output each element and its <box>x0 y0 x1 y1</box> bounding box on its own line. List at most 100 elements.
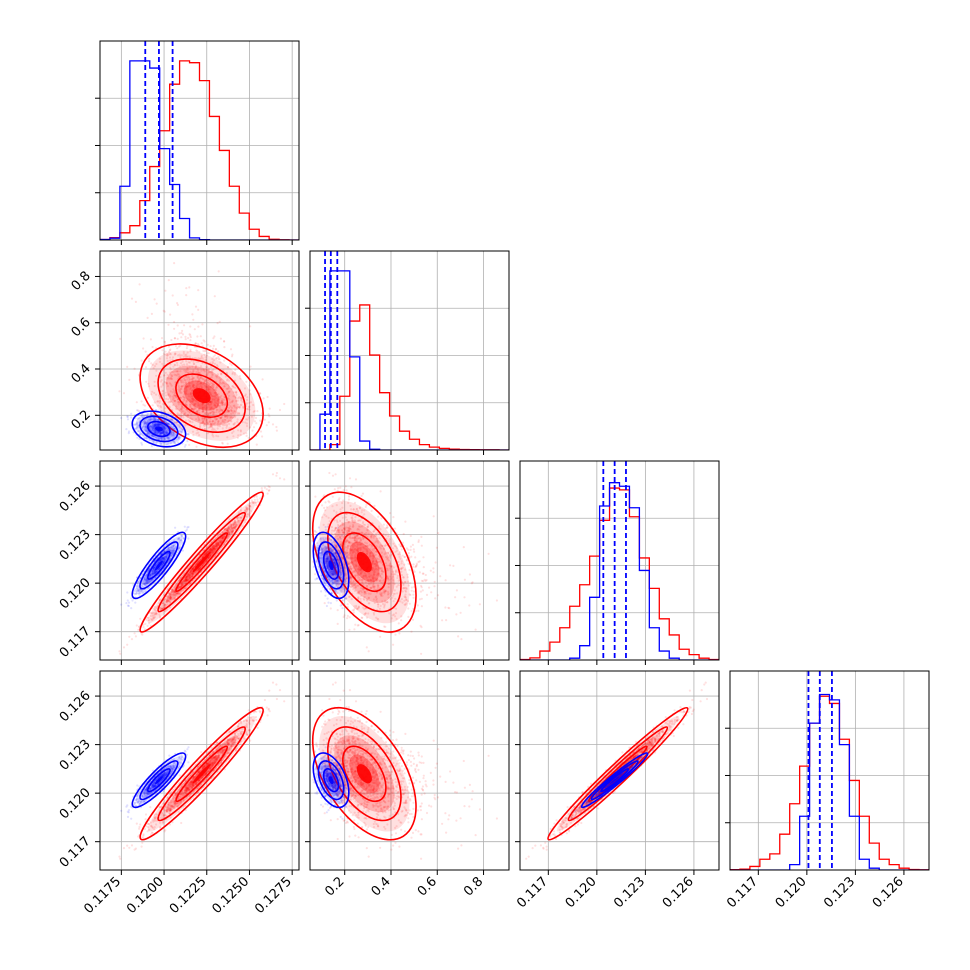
sample-point-red <box>252 403 255 407</box>
sample-point-red <box>248 406 251 409</box>
sample-point-red <box>196 384 199 387</box>
sample-point-red <box>223 398 226 401</box>
sample-point-red <box>214 421 217 424</box>
sample-point-red <box>210 405 213 408</box>
sample-point-red <box>235 391 238 394</box>
sample-point-red <box>238 396 241 399</box>
sample-point-red <box>151 363 154 366</box>
sample-point-red <box>209 549 212 552</box>
sample-point-red <box>379 635 382 638</box>
sample-point-red <box>169 383 172 386</box>
sample-point-red <box>218 401 221 404</box>
sample-point-red <box>225 379 229 382</box>
sample-point-red <box>166 359 169 363</box>
sample-point-red <box>245 508 249 511</box>
sample-point-red <box>201 410 204 413</box>
sample-point-red <box>220 539 223 542</box>
sample-point-red <box>230 406 233 409</box>
sample-point-red <box>218 542 221 546</box>
sample-point-red <box>219 408 222 412</box>
sample-point-red <box>200 354 203 357</box>
sample-point-red <box>211 411 214 414</box>
sample-point-red <box>185 579 188 582</box>
sample-point-red <box>180 583 183 587</box>
sample-point-red <box>217 270 220 273</box>
sample-point-red <box>227 391 230 394</box>
sample-point-red <box>164 353 167 356</box>
sample-point-blue <box>145 436 148 440</box>
sample-point-red <box>208 403 211 407</box>
sample-point-red <box>247 506 250 509</box>
sample-point-blue <box>158 423 162 426</box>
sample-point-red <box>212 548 215 551</box>
sample-point-red <box>185 294 188 297</box>
sample-point-red <box>187 395 191 398</box>
sample-point-blue <box>150 434 154 437</box>
sample-point-blue <box>173 442 176 445</box>
sample-point-blue <box>178 436 181 439</box>
sample-point-red <box>195 386 198 389</box>
sample-point-red <box>180 354 183 357</box>
sample-point-blue <box>172 440 175 443</box>
sample-point-red <box>218 409 221 413</box>
sample-point-red <box>174 370 177 373</box>
sample-point-red <box>196 342 199 346</box>
sample-point-blue <box>170 423 173 426</box>
sample-point-red <box>163 603 167 606</box>
sample-point-red <box>138 283 141 286</box>
sample-point-blue <box>161 431 164 434</box>
sample-point-red <box>267 421 270 424</box>
sample-point-red <box>238 406 241 409</box>
sample-point-blue <box>146 421 149 424</box>
sample-point-red <box>184 576 187 579</box>
sample-point-red <box>205 411 208 414</box>
sample-point-red <box>226 420 230 423</box>
sample-point-red <box>224 375 227 378</box>
sample-point-red <box>137 409 140 412</box>
sample-point-red <box>184 392 187 395</box>
sample-point-red <box>247 513 250 516</box>
sample-point-blue <box>136 430 139 433</box>
sample-point-blue <box>155 424 158 427</box>
sample-point-red <box>236 436 239 439</box>
sample-point-red <box>408 602 411 605</box>
sample-point-red <box>208 412 212 415</box>
sample-point-blue <box>154 418 157 421</box>
sample-point-red <box>191 398 194 401</box>
sample-point-blue <box>174 526 177 529</box>
sample-point-red <box>200 404 203 407</box>
sample-point-red <box>334 473 337 476</box>
sample-point-red <box>217 399 220 402</box>
sample-point-red <box>220 400 223 403</box>
sample-point-red <box>239 433 242 436</box>
sample-point-red <box>176 337 179 340</box>
sample-point-red <box>223 382 226 385</box>
sample-point-blue <box>149 424 152 427</box>
sample-point-red <box>227 385 230 388</box>
sample-point-red <box>173 337 177 340</box>
sample-point-red <box>191 397 194 400</box>
sample-point-red <box>221 410 224 413</box>
sample-point-red <box>232 435 235 438</box>
sample-point-red <box>218 540 222 543</box>
sample-point-red <box>194 402 197 405</box>
sample-point-red <box>249 365 252 368</box>
sample-point-red <box>169 596 172 599</box>
sample-point-red <box>182 410 185 413</box>
sample-point-blue <box>160 423 163 426</box>
sample-point-red <box>203 422 206 425</box>
sample-point-red <box>245 432 248 435</box>
sample-point-red <box>140 632 143 635</box>
sample-point-red <box>233 410 237 413</box>
sample-point-red <box>197 378 201 381</box>
sample-point-red <box>225 541 228 544</box>
sample-point-red <box>186 578 189 581</box>
sample-point-red <box>183 396 186 399</box>
sample-point-red <box>145 380 148 383</box>
sample-point-blue <box>151 422 154 426</box>
sample-point-red <box>231 399 234 402</box>
sample-point-red <box>183 384 186 387</box>
sample-point-red <box>178 414 181 417</box>
sample-point-red <box>183 399 186 402</box>
sample-point-red <box>176 413 179 416</box>
